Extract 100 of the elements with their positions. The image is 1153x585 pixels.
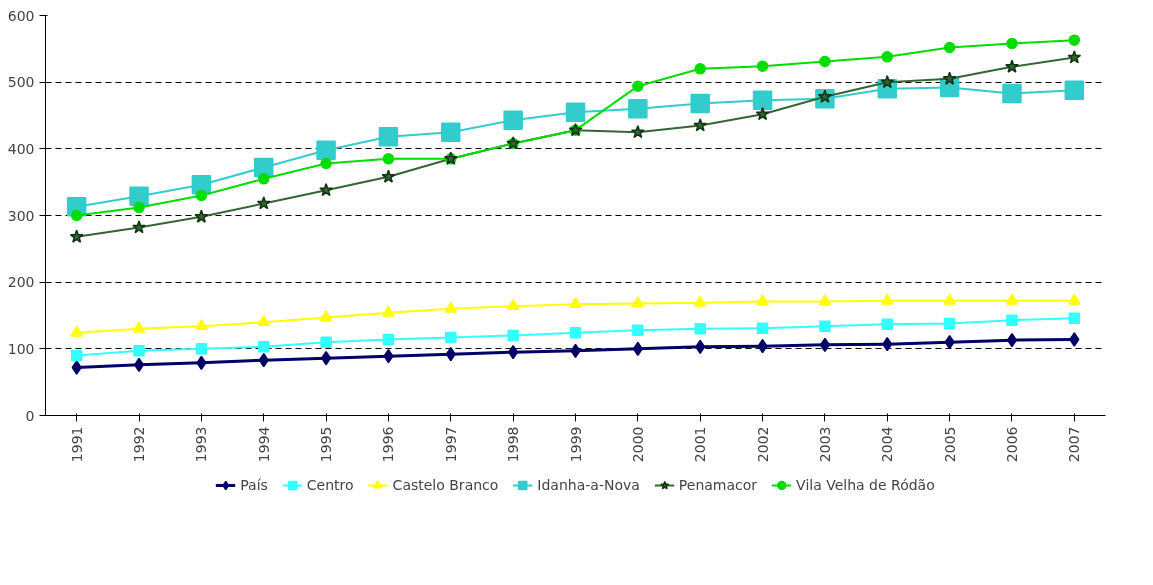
point bbox=[257, 315, 270, 327]
point bbox=[194, 209, 209, 223]
x-tick-label: 1996 bbox=[380, 426, 397, 463]
point bbox=[569, 327, 582, 339]
point bbox=[133, 345, 145, 357]
point bbox=[382, 153, 395, 165]
point bbox=[316, 140, 336, 160]
x-tick-label: 2005 bbox=[941, 426, 958, 463]
point bbox=[195, 189, 208, 202]
point bbox=[1006, 332, 1018, 348]
point bbox=[507, 329, 519, 342]
point bbox=[257, 341, 270, 353]
point bbox=[752, 90, 773, 110]
x-tick-label: 2006 bbox=[1003, 426, 1020, 463]
y-tick-label: 0 bbox=[25, 407, 35, 424]
x-tick-label: 2000 bbox=[629, 426, 646, 463]
y-tick-label: 600 bbox=[7, 7, 35, 24]
point bbox=[70, 209, 83, 222]
point bbox=[382, 333, 395, 346]
x-tick-label: 1991 bbox=[68, 426, 85, 463]
point bbox=[503, 110, 523, 130]
point bbox=[1067, 50, 1082, 64]
point bbox=[881, 293, 894, 305]
point bbox=[819, 55, 831, 68]
legend-label: Centro bbox=[306, 477, 354, 493]
point bbox=[755, 106, 770, 121]
point bbox=[133, 201, 145, 214]
y-tick-label: 300 bbox=[7, 207, 35, 224]
point bbox=[69, 229, 84, 243]
y-tick-label: 400 bbox=[7, 140, 35, 157]
y-tick-label: 100 bbox=[7, 340, 35, 357]
point bbox=[630, 124, 645, 139]
point bbox=[690, 93, 710, 114]
point bbox=[132, 321, 146, 333]
point bbox=[70, 325, 83, 337]
point bbox=[1064, 80, 1085, 100]
point bbox=[441, 122, 461, 142]
point bbox=[756, 60, 769, 72]
point bbox=[256, 196, 271, 210]
point bbox=[320, 336, 332, 348]
point bbox=[819, 320, 831, 332]
point bbox=[632, 324, 644, 336]
point bbox=[632, 80, 644, 92]
x-tick-label: 2007 bbox=[1066, 426, 1083, 463]
x-tick-label: 1997 bbox=[442, 426, 459, 463]
point bbox=[1002, 83, 1022, 104]
point bbox=[565, 102, 586, 122]
point bbox=[133, 357, 145, 373]
point bbox=[818, 294, 832, 306]
point bbox=[319, 182, 334, 197]
point bbox=[694, 63, 706, 75]
point bbox=[195, 343, 208, 355]
x-tick-label: 1993 bbox=[193, 426, 210, 463]
point bbox=[1006, 314, 1018, 326]
point bbox=[693, 295, 707, 307]
point bbox=[132, 220, 146, 234]
point bbox=[445, 331, 457, 344]
point bbox=[881, 318, 894, 330]
point bbox=[569, 297, 582, 309]
point bbox=[943, 41, 956, 54]
x-tick-label: 2004 bbox=[879, 426, 896, 463]
x-tick-label: 2001 bbox=[692, 426, 709, 463]
point bbox=[1068, 293, 1081, 305]
x-tick-label: 1998 bbox=[505, 426, 522, 463]
point bbox=[628, 99, 648, 119]
point bbox=[694, 323, 706, 335]
point bbox=[71, 360, 82, 375]
point bbox=[631, 296, 645, 308]
x-tick-label: 2003 bbox=[816, 426, 833, 463]
point bbox=[1005, 59, 1019, 73]
point bbox=[382, 305, 395, 317]
point bbox=[693, 118, 708, 132]
legend-label: Vila Velha de Ródão bbox=[796, 477, 935, 493]
point bbox=[1068, 34, 1081, 46]
x-tick-label: 1992 bbox=[131, 426, 148, 463]
point bbox=[506, 299, 520, 311]
legend-label: País bbox=[240, 477, 268, 493]
point bbox=[319, 310, 333, 322]
point bbox=[943, 317, 956, 330]
point bbox=[257, 173, 270, 185]
point bbox=[195, 319, 208, 331]
point bbox=[320, 157, 332, 170]
point bbox=[70, 349, 83, 362]
point bbox=[444, 301, 458, 313]
point bbox=[1006, 37, 1018, 50]
legend-label: Idanha-a-Nova bbox=[537, 477, 640, 493]
x-tick-label: 1994 bbox=[255, 426, 272, 463]
y-tick-label: 500 bbox=[7, 74, 35, 91]
point bbox=[756, 322, 769, 334]
point bbox=[756, 294, 769, 306]
point bbox=[881, 51, 894, 63]
point bbox=[1005, 293, 1019, 305]
point bbox=[1069, 332, 1080, 347]
point bbox=[943, 293, 956, 305]
point bbox=[381, 169, 396, 183]
point bbox=[378, 127, 399, 147]
x-tick-label: 2002 bbox=[754, 426, 771, 463]
legend-label: Penamacor bbox=[678, 477, 758, 493]
x-tick-label: 1999 bbox=[567, 426, 584, 463]
x-tick-label: 1995 bbox=[318, 426, 335, 463]
